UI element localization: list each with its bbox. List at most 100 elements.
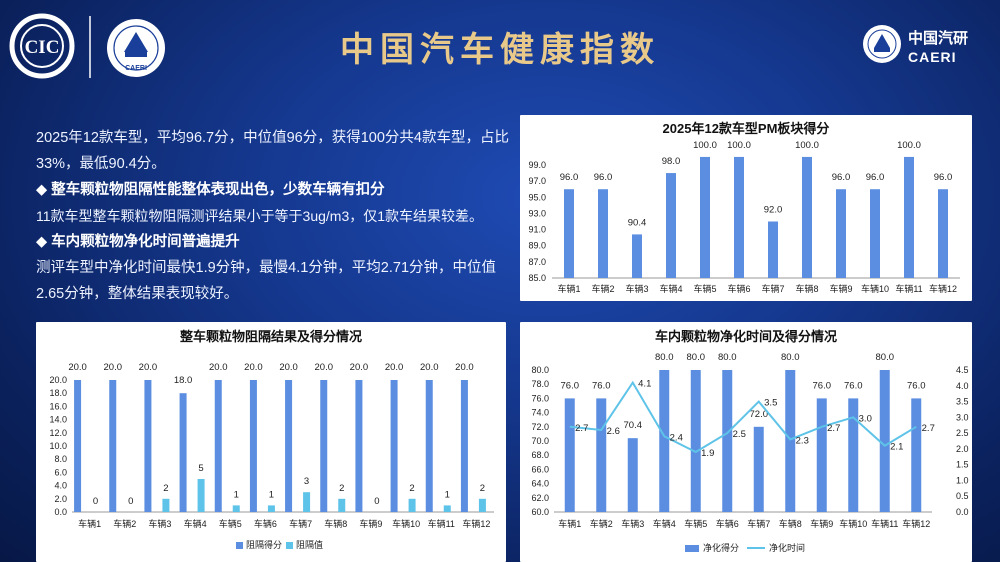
line-time <box>569 380 917 454</box>
legend-label: 阻隔得分 <box>246 539 282 550</box>
header-logos: CIC CAERI <box>4 8 204 83</box>
x-tick-label: 车辆8 <box>795 283 818 294</box>
data-label-value: 2 <box>163 483 168 494</box>
x-tick-label: 车辆11 <box>428 518 455 529</box>
cic-logo-text: CIC <box>25 37 60 58</box>
y-tick-label: 16.0 <box>49 401 67 411</box>
y-tick-label: 20.0 <box>49 375 67 385</box>
bar-score <box>425 380 433 512</box>
bar-score <box>355 380 363 512</box>
bar-value <box>267 505 275 512</box>
y-tick-label: 0.0 <box>54 507 67 517</box>
bar-score <box>179 393 187 512</box>
data-label-time: 1.9 <box>701 448 714 459</box>
data-label-value: 2 <box>480 483 485 494</box>
bar <box>598 189 608 278</box>
data-label-score: 80.0 <box>655 352 674 363</box>
x-tick-label: 车辆6 <box>716 518 739 529</box>
legend-label: 阻隔值 <box>296 539 323 550</box>
data-label-score: 20.0 <box>104 362 123 373</box>
x-tick-label: 车辆6 <box>727 283 750 294</box>
x-tick-label: 车辆3 <box>625 283 648 294</box>
x-tick-label: 车辆8 <box>779 518 802 529</box>
data-label-time: 3.0 <box>859 413 872 424</box>
y-tick-label: 14.0 <box>49 415 67 425</box>
bar <box>564 189 574 278</box>
caeri-seal-text: CAERI <box>125 65 147 72</box>
y-tick-label: 12.0 <box>49 428 67 438</box>
data-label: 96.0 <box>832 172 851 183</box>
x-tick-label: 车辆10 <box>392 518 420 529</box>
bar-value <box>232 505 240 512</box>
data-label-time: 2.7 <box>575 423 588 434</box>
x-tick-label: 车辆10 <box>861 283 889 294</box>
data-label: 100.0 <box>693 140 717 151</box>
bar-score <box>690 370 701 512</box>
bar-score <box>320 380 328 512</box>
caeri-emblem-icon: 中国汽研 CAERI <box>863 25 968 65</box>
barrier-chart: 整车颗粒物阻隔结果及得分情况 0.0 2.0 4.0 6.0 8.0 10.0 12.0 14.… <box>49 329 494 550</box>
data-label-value: 1 <box>445 489 450 500</box>
data-label-time: 2.6 <box>607 426 620 437</box>
caeri-logo: 中国汽研 CAERI <box>862 22 992 66</box>
data-label-score: 72.0 <box>750 409 769 420</box>
summary-text: 2025年12款车型，平均96.7分，中位值96分，获得100分共4款车型，占比… <box>36 125 521 307</box>
x-tick-label: 车辆9 <box>829 283 852 294</box>
y-tick-label: 87.0 <box>528 257 546 267</box>
data-label-score: 76.0 <box>592 380 611 391</box>
y2-tick-label: 2.0 <box>956 444 969 454</box>
data-label-score: 70.4 <box>624 420 643 431</box>
y-tick-label: 72.0 <box>531 422 549 432</box>
data-label-score: 20.0 <box>420 362 439 373</box>
chart-panel-pm-score: 2025年12款车型PM板块得分 85.0 87.0 89.0 91.0 93.0 95.0… <box>520 115 972 301</box>
data-label-time: 4.1 <box>638 379 651 390</box>
bar-score <box>785 370 796 512</box>
y2-tick-label: 4.0 <box>956 381 969 391</box>
chart-title: 车内颗粒物净化时间及得分情况 <box>655 329 837 344</box>
data-label-score: 20.0 <box>350 362 369 373</box>
y-tick-label: 18.0 <box>49 388 67 398</box>
data-label-score: 18.0 <box>174 375 193 386</box>
summary-text-2: 测评车型中净化时间最快1.9分钟，最慢4.1分钟，平均2.71分钟，中位值2.6… <box>36 260 497 302</box>
bar-value <box>478 498 486 512</box>
summary-text-1: 11款车型整车颗粒物阻隔测评结果小于等于3ug/m3，仅1款车结果较差。 <box>36 208 484 224</box>
data-label: 100.0 <box>795 140 819 151</box>
y-tick-label: 62.0 <box>531 493 549 503</box>
x-tick-label: 车辆8 <box>324 518 347 529</box>
bar-score <box>911 398 922 512</box>
y-tick-label: 70.0 <box>531 436 549 446</box>
y-tick-label: 60.0 <box>531 507 549 517</box>
data-label-value: 2 <box>339 483 344 494</box>
x-tick-label: 车辆10 <box>839 518 867 529</box>
chart-panel-purification: 车内颗粒物净化时间及得分情况 60.0 62.0 64.0 66.0 68.0 70.0 72… <box>520 322 972 562</box>
data-label-score: 80.0 <box>687 352 706 363</box>
bar-score <box>753 426 764 512</box>
bar <box>666 173 676 278</box>
y-tick-label: 95.0 <box>528 192 546 202</box>
y-tick-label: 97.0 <box>528 176 546 186</box>
data-label-value: 0 <box>374 496 379 507</box>
pm-score-chart: 2025年12款车型PM板块得分 85.0 87.0 89.0 91.0 93.0 95.0… <box>528 121 960 294</box>
bar-value <box>443 505 451 512</box>
data-label: 92.0 <box>764 205 783 216</box>
data-label-score: 20.0 <box>139 362 158 373</box>
bar <box>870 189 880 278</box>
bar-score <box>627 438 638 512</box>
bar-score <box>460 380 468 512</box>
data-label: 96.0 <box>934 172 953 183</box>
data-label-score: 20.0 <box>244 362 263 373</box>
bar-score <box>879 370 890 512</box>
y-tick-label: 74.0 <box>531 408 549 418</box>
x-tick-label: 车辆9 <box>359 518 382 529</box>
y-tick-label: 85.0 <box>528 273 546 283</box>
bar-score <box>285 380 293 512</box>
x-tick-label: 车辆12 <box>929 283 957 294</box>
page-title: 中国汽车健康指数 <box>340 30 660 70</box>
data-label: 96.0 <box>866 172 885 183</box>
y2-tick-label: 1.0 <box>956 475 969 485</box>
x-tick-label: 车辆1 <box>557 283 580 294</box>
x-tick-label: 车辆2 <box>591 283 614 294</box>
data-label-value: 0 <box>128 496 133 507</box>
x-tick-label: 车辆7 <box>747 518 770 529</box>
data-label-score: 80.0 <box>781 352 800 363</box>
